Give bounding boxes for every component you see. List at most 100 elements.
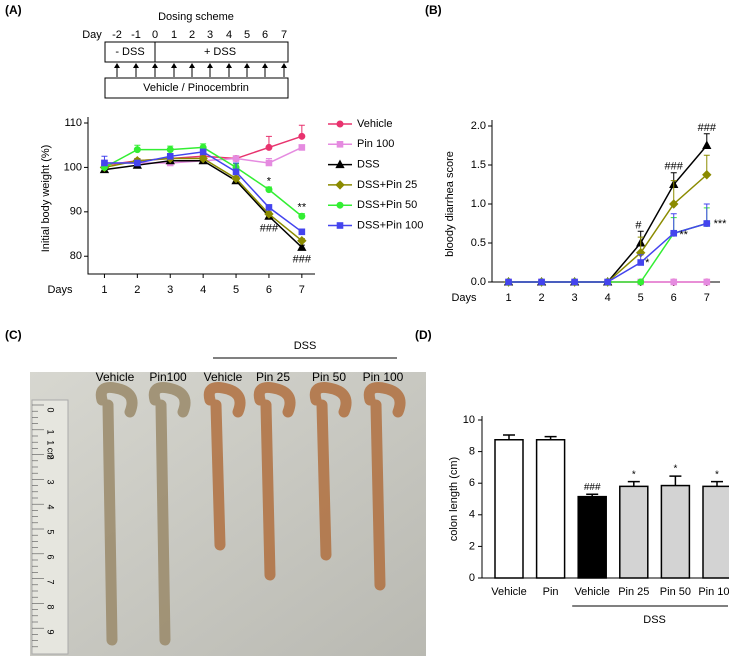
marker [702, 170, 712, 180]
axis [87, 117, 315, 275]
scheme-title: Dosing scheme [158, 11, 234, 23]
marker [134, 159, 141, 167]
annotation: * [632, 469, 636, 480]
marker [133, 146, 141, 154]
arrow-head [281, 63, 287, 68]
day-number: 5 [244, 29, 250, 41]
y-tick-label: 8 [469, 446, 475, 458]
ruler-label: 5 [46, 529, 56, 534]
marker [101, 159, 108, 167]
annotation: ### [698, 122, 717, 134]
panel-label: (A) [5, 3, 22, 17]
marker [297, 235, 307, 246]
photo-label: Pin100 [149, 370, 187, 384]
panel-label: (C) [5, 328, 22, 342]
ruler-label: 7 [46, 579, 56, 584]
x-tick-label: Vehicle [491, 586, 526, 598]
marker [702, 140, 712, 149]
photo-label: Pin 50 [312, 370, 346, 384]
x-tick-label: 5 [233, 284, 239, 296]
group-label: DSS [294, 340, 317, 352]
ruler-label: 0 [46, 407, 56, 412]
error-bar [503, 434, 515, 440]
arrow-head [133, 63, 139, 68]
x-tick-label: 7 [299, 284, 305, 296]
bar [577, 495, 607, 579]
y-tick-label: 2 [469, 540, 475, 552]
x-tick-label: Pin [543, 586, 559, 598]
y-tick-label: 100 [64, 161, 82, 173]
x-tick-label: Pin 50 [660, 586, 691, 598]
y-tick-label: 110 [64, 117, 82, 129]
colon [363, 382, 406, 591]
day-number: 1 [171, 29, 177, 41]
phase-box [104, 41, 289, 63]
annotation: ### [260, 223, 279, 235]
marker [198, 153, 208, 164]
arrow-head [262, 63, 268, 68]
y-tick-label: 0.0 [471, 276, 486, 288]
y-tick-label: 10 [463, 414, 475, 426]
annotation: * [267, 176, 272, 188]
marker [166, 146, 174, 154]
x-tick-label: 4 [605, 292, 611, 304]
error-bar [711, 480, 723, 487]
ruler-label: 3 [46, 479, 56, 484]
series-line [508, 174, 708, 283]
colon [95, 382, 138, 646]
day-label: Day [82, 29, 102, 41]
marker [604, 278, 611, 286]
arrow-head [114, 63, 120, 68]
y-tick-label: 80 [70, 250, 82, 262]
ruler-label: 8 [46, 604, 56, 609]
marker [298, 212, 306, 220]
photo-label: Pin 25 [256, 370, 290, 384]
panel-label: (B) [425, 3, 442, 17]
marker [670, 229, 678, 237]
marker [199, 148, 207, 156]
panel-label: (D) [415, 328, 432, 342]
colon [253, 382, 296, 581]
x-tick-label: 4 [200, 284, 206, 296]
marker [231, 173, 241, 184]
day-number: 3 [207, 29, 213, 41]
error-bar [627, 480, 640, 487]
marker [265, 204, 273, 211]
legend-label: DSS [357, 159, 380, 171]
arrow-head [171, 63, 177, 68]
x-axis-label: Days [47, 284, 73, 296]
ruler-label: 1 cm [46, 440, 56, 460]
x-tick-label: 2 [134, 284, 140, 296]
x-tick-label: Vehicle [574, 586, 609, 598]
x-tick-label: 5 [638, 292, 644, 304]
x-tick-label: 2 [539, 292, 545, 304]
marker [703, 278, 711, 286]
marker [538, 278, 545, 286]
marker [166, 153, 174, 160]
photo-label: Vehicle [204, 370, 243, 384]
bar [660, 484, 691, 579]
annotation: ** [679, 229, 688, 241]
annotation: ### [665, 160, 684, 172]
colon [203, 382, 246, 551]
series-line [508, 222, 707, 283]
treatment-label: Vehicle / Pinocembrin [143, 82, 249, 94]
x-tick-label: 6 [671, 292, 677, 304]
y-tick-label: 2.0 [471, 120, 486, 132]
x-tick-label: 7 [704, 292, 710, 304]
marker [232, 168, 240, 176]
bar [702, 485, 729, 579]
arrow-head [189, 63, 195, 68]
marker [335, 159, 345, 169]
y-tick-label: 0 [469, 572, 475, 584]
marker [703, 220, 711, 227]
marker [336, 201, 344, 209]
y-tick-label: 6 [469, 477, 475, 489]
phase-label: - DSS [115, 46, 144, 58]
y-tick-label: 4 [469, 509, 475, 521]
day-number: 2 [189, 29, 195, 41]
marker [265, 186, 273, 194]
ruler-label: 9 [46, 629, 56, 634]
arrow-head [244, 63, 250, 68]
